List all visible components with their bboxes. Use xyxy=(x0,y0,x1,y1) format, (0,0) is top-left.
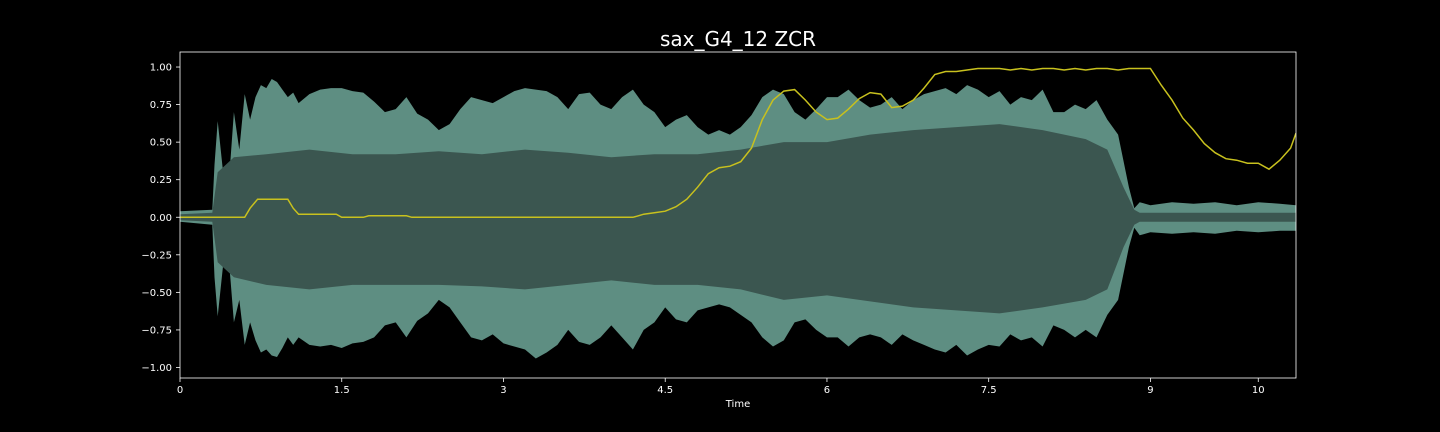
x-tick-label: 1.5 xyxy=(334,385,350,396)
y-tick-label: 0.00 xyxy=(150,213,172,224)
y-tick-label: 0.50 xyxy=(150,138,172,149)
y-tick-label: 0.25 xyxy=(150,175,172,186)
x-axis: 0 1.5 3 4.5 6 7.5 9 10 xyxy=(177,378,1265,396)
y-tick-label: 0.75 xyxy=(150,100,172,111)
chart-title: sax_G4_12 ZCR xyxy=(660,27,816,51)
x-tick-label: 3 xyxy=(500,385,506,396)
x-tick-label: 9 xyxy=(1147,385,1153,396)
y-tick-label: −0.50 xyxy=(141,288,172,299)
y-tick-label: −1.00 xyxy=(141,363,172,374)
y-tick-label: 1.00 xyxy=(150,63,172,74)
y-tick-label: −0.75 xyxy=(141,325,172,336)
x-tick-label: 10 xyxy=(1252,385,1265,396)
plot-frame xyxy=(179,51,1297,379)
plot-area xyxy=(179,51,1297,379)
zcr-line xyxy=(180,67,1296,219)
x-axis-label: Time xyxy=(725,399,750,410)
y-axis: 1.00 0.75 0.50 0.25 0.00 −0.25 −0.50 −0.75 −1.00 xyxy=(141,63,180,374)
x-tick-label: 0 xyxy=(177,385,183,396)
waveform-body xyxy=(180,124,1296,314)
x-tick-label: 4.5 xyxy=(657,385,673,396)
x-tick-label: 6 xyxy=(824,385,830,396)
x-tick-label: 7.5 xyxy=(981,385,997,396)
y-tick-label: −0.25 xyxy=(141,250,172,261)
